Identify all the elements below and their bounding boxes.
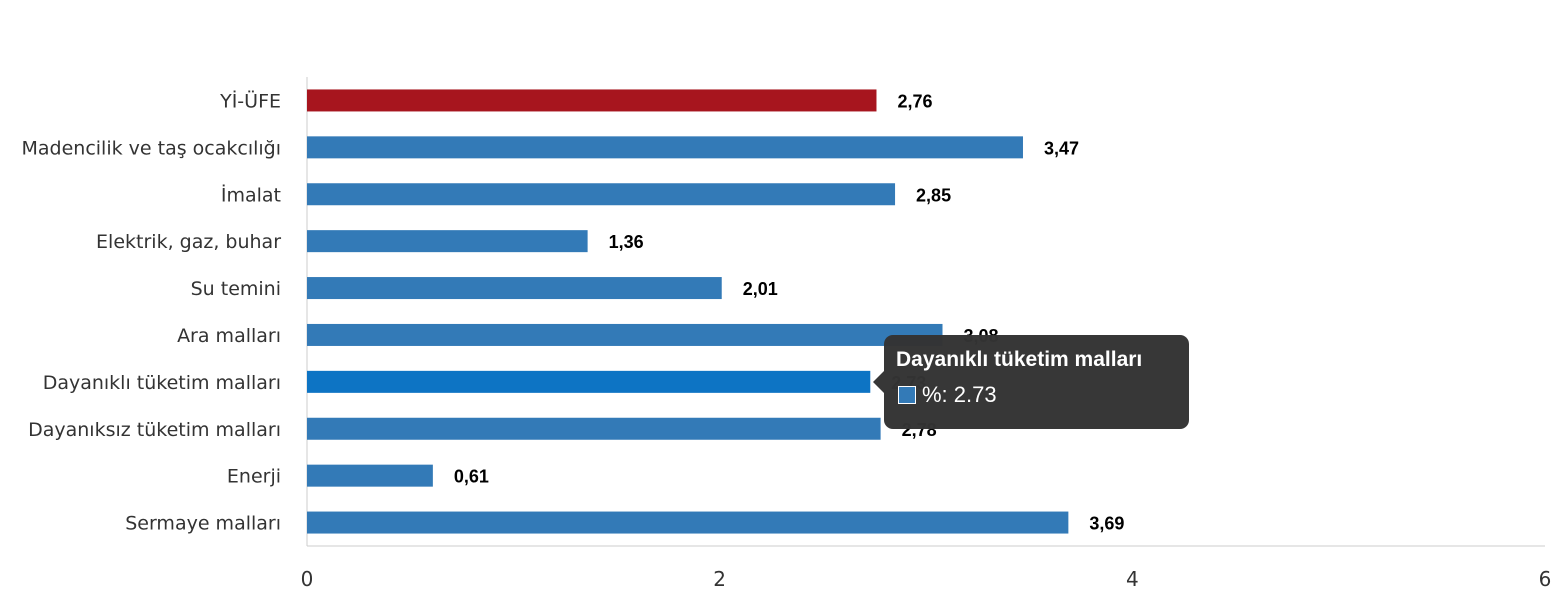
category-label: Dayanıklı tüketim malları xyxy=(43,372,281,394)
category-label: Yİ-ÜFE xyxy=(219,89,281,112)
tooltip-value: %: 2.73 xyxy=(922,382,997,407)
x-tick-label: 6 xyxy=(1539,567,1552,591)
category-label: Su temini xyxy=(191,278,281,300)
bar[interactable] xyxy=(307,277,722,300)
category-label: Madencilik ve taş ocakcılığı xyxy=(22,137,282,159)
data-label: 3,69 xyxy=(1089,514,1124,534)
bar[interactable] xyxy=(307,323,943,346)
category-label: İmalat xyxy=(221,183,281,206)
tooltip-title: Dayanıklı tüketim malları xyxy=(896,348,1143,371)
bar-tooltip: Dayanıklı tüketim malları %: 2.73 xyxy=(873,335,1189,429)
data-label: 0,61 xyxy=(454,467,489,487)
data-label: 2,76 xyxy=(897,91,932,111)
category-label: Ara malları xyxy=(177,325,281,347)
category-label: Sermaye malları xyxy=(125,513,281,535)
x-tick-label: 0 xyxy=(301,567,314,591)
data-label: 1,36 xyxy=(609,232,644,252)
data-label: 3,47 xyxy=(1044,138,1079,158)
category-label: Elektrik, gaz, buhar xyxy=(96,231,281,253)
bars-layer xyxy=(307,89,1069,534)
data-label: 2,85 xyxy=(916,185,951,205)
x-tick-label: 4 xyxy=(1126,567,1139,591)
bar[interactable] xyxy=(307,511,1069,534)
bar[interactable] xyxy=(307,417,881,440)
category-label: Enerji xyxy=(227,466,281,488)
bar[interactable] xyxy=(307,89,877,112)
category-label: Dayanıksız tüketim malları xyxy=(28,419,281,441)
labels-layer: Yİ-ÜFE 2,76 Madencilik ve taş ocakcılığı 3,… xyxy=(22,89,1125,534)
bar[interactable] xyxy=(307,230,588,253)
bar[interactable] xyxy=(307,183,896,206)
bar[interactable] xyxy=(307,370,871,393)
tooltip-series-swatch xyxy=(898,386,916,404)
x-tick-label: 2 xyxy=(713,567,726,591)
tooltip-value-row: %: 2.73 xyxy=(896,381,1177,409)
data-label: 2,01 xyxy=(743,279,778,299)
bar[interactable] xyxy=(307,136,1023,159)
bar[interactable] xyxy=(307,464,433,487)
